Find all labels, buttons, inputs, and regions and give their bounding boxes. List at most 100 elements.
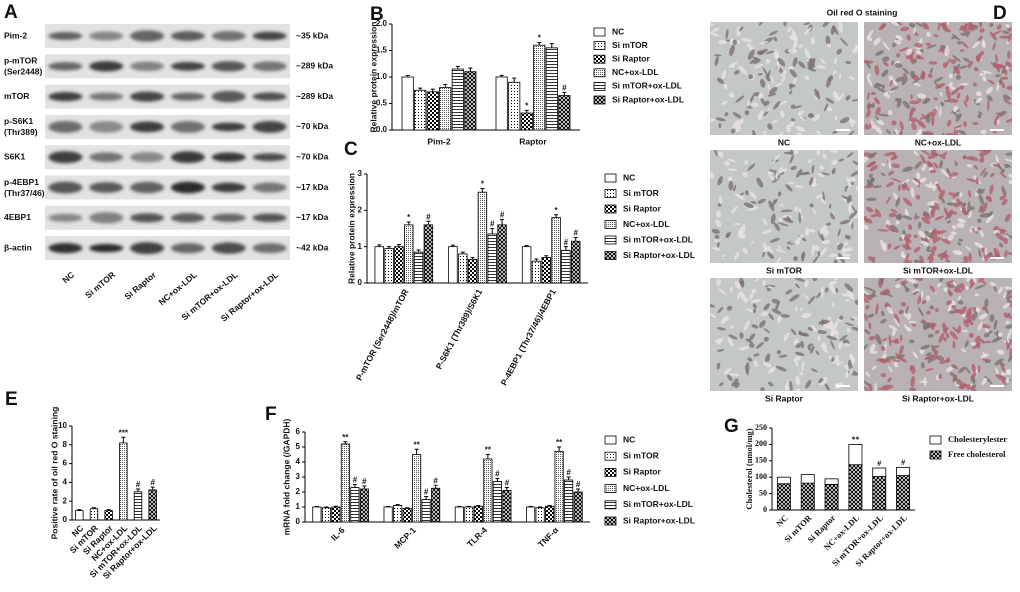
cell [965, 94, 969, 103]
cell [822, 324, 833, 330]
cell [769, 237, 780, 243]
cell [870, 214, 878, 218]
significance-mark: ** [851, 435, 859, 444]
cell [890, 340, 901, 344]
cell [845, 95, 851, 101]
cell [855, 186, 858, 191]
cell [816, 150, 820, 156]
cell [820, 342, 825, 348]
cell [919, 117, 925, 120]
significance-mark: ** [414, 440, 421, 449]
legend-label: Si Raptor [612, 53, 650, 63]
cell [808, 343, 814, 347]
cell [981, 70, 993, 74]
bar [412, 454, 422, 523]
cell [968, 252, 972, 263]
cell [727, 374, 733, 381]
bar [531, 260, 542, 284]
cell [1002, 30, 1010, 35]
cell [979, 188, 985, 195]
cell [951, 225, 957, 230]
cell [946, 300, 952, 305]
bar [402, 508, 412, 523]
bar [454, 506, 464, 523]
legend-swatch [604, 220, 617, 229]
cell [754, 63, 764, 69]
cell [789, 294, 800, 302]
cell [739, 347, 746, 350]
cell [887, 377, 892, 383]
blot-band [170, 121, 205, 133]
legend-label: Si Raptor [623, 467, 661, 477]
y-axis-label: Cholesterol (nmol/mg) [744, 428, 754, 509]
bar [477, 191, 488, 284]
bar [312, 506, 322, 523]
cell [969, 23, 975, 32]
cell [903, 259, 913, 263]
bar [374, 246, 384, 284]
cell [715, 117, 726, 122]
cell [810, 324, 818, 333]
cell [989, 172, 995, 178]
cell [787, 48, 798, 54]
cell [780, 110, 785, 118]
cell [733, 185, 737, 192]
cell [767, 93, 777, 97]
cell [866, 91, 870, 100]
cell [899, 334, 903, 342]
lane-label: Si Raptor [122, 269, 158, 301]
cell [752, 130, 757, 135]
cell [950, 231, 957, 235]
bar [439, 87, 452, 131]
cell [968, 155, 979, 162]
cell [977, 365, 981, 374]
cell [837, 228, 841, 237]
cell [900, 26, 910, 32]
y-tick-label: 0 [358, 278, 363, 287]
cell [883, 91, 889, 97]
cell [1003, 312, 1010, 318]
cell [930, 210, 935, 218]
cell [898, 184, 901, 192]
cell [820, 198, 827, 205]
significance-mark: # [490, 220, 495, 229]
cell [989, 314, 995, 322]
micrograph-bg [710, 150, 858, 263]
blot-row-site: (Thr37/46) [4, 188, 45, 198]
cell [777, 315, 782, 323]
x-tick-label: Raptor [519, 136, 547, 146]
cell [893, 39, 902, 45]
cell [864, 304, 870, 310]
cell [717, 176, 723, 186]
cell [916, 50, 922, 55]
cell [958, 366, 966, 374]
significance-mark: # [424, 488, 429, 497]
cell [910, 375, 915, 388]
cell [913, 234, 918, 238]
cell [794, 306, 798, 312]
cell [766, 107, 772, 113]
cell [895, 284, 901, 289]
cell [739, 280, 744, 286]
cell [955, 381, 967, 387]
bar [423, 224, 434, 284]
cell [880, 22, 886, 29]
bar [520, 112, 533, 131]
cell [872, 351, 878, 355]
cell [764, 353, 771, 364]
cell [734, 281, 742, 290]
cell [718, 288, 727, 296]
cell [808, 58, 816, 69]
cell [882, 292, 894, 297]
significance-mark: # [901, 458, 905, 467]
cell [723, 83, 728, 90]
cell [930, 353, 938, 362]
bar [535, 507, 545, 523]
cell [972, 278, 977, 283]
cell [933, 76, 944, 83]
cell [729, 286, 733, 294]
cell [757, 73, 763, 76]
cell [771, 75, 774, 85]
cell [955, 113, 962, 122]
cell [886, 94, 891, 99]
